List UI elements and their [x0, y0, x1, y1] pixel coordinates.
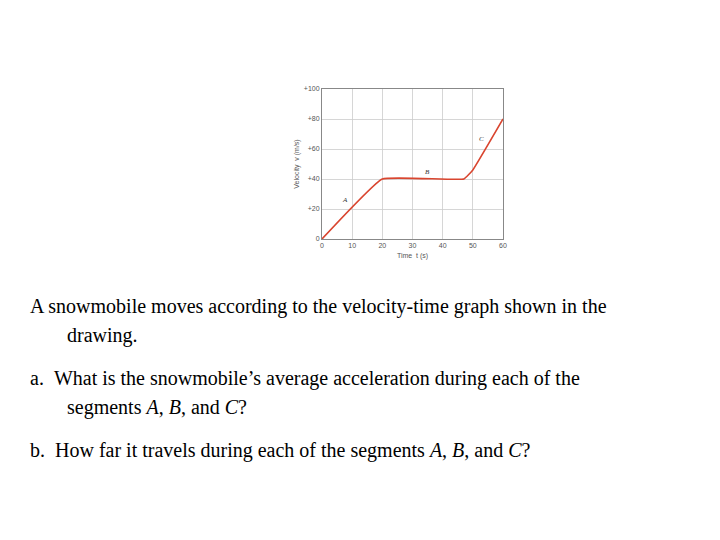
svg-text:10: 10: [348, 242, 356, 249]
svg-text:A: A: [342, 196, 348, 204]
svg-text:0: 0: [320, 242, 324, 249]
svg-text:+60: +60: [308, 145, 320, 152]
svg-text:60: 60: [499, 242, 507, 249]
svg-text:+40: +40: [308, 175, 320, 182]
html-text:b. How far it travels during e: b. How far it travels during each of the…: [30, 439, 531, 461]
svg-text:+20: +20: [308, 205, 320, 212]
svg-text:Velocity v (m/s): Velocity v (m/s): [293, 139, 301, 188]
svg-text:B: B: [425, 168, 430, 176]
svg-text:30: 30: [409, 242, 417, 249]
svg-text:50: 50: [469, 242, 477, 249]
svg-text:+100: +100: [304, 85, 320, 92]
svg-text:40: 40: [439, 242, 447, 249]
svg-text:+80: +80: [308, 115, 320, 122]
html-text:a. What is the snowmobile’s av: a. What is the snowmobile’s average acce…: [30, 367, 580, 418]
svg-text:Time t (s): Time t (s): [397, 252, 428, 260]
svg-text:C: C: [479, 135, 484, 143]
html-text:A snowmobile moves according t: A snowmobile moves according to the velo…: [30, 295, 607, 346]
svg-text:20: 20: [378, 242, 386, 249]
svg-text:0: 0: [316, 235, 320, 242]
